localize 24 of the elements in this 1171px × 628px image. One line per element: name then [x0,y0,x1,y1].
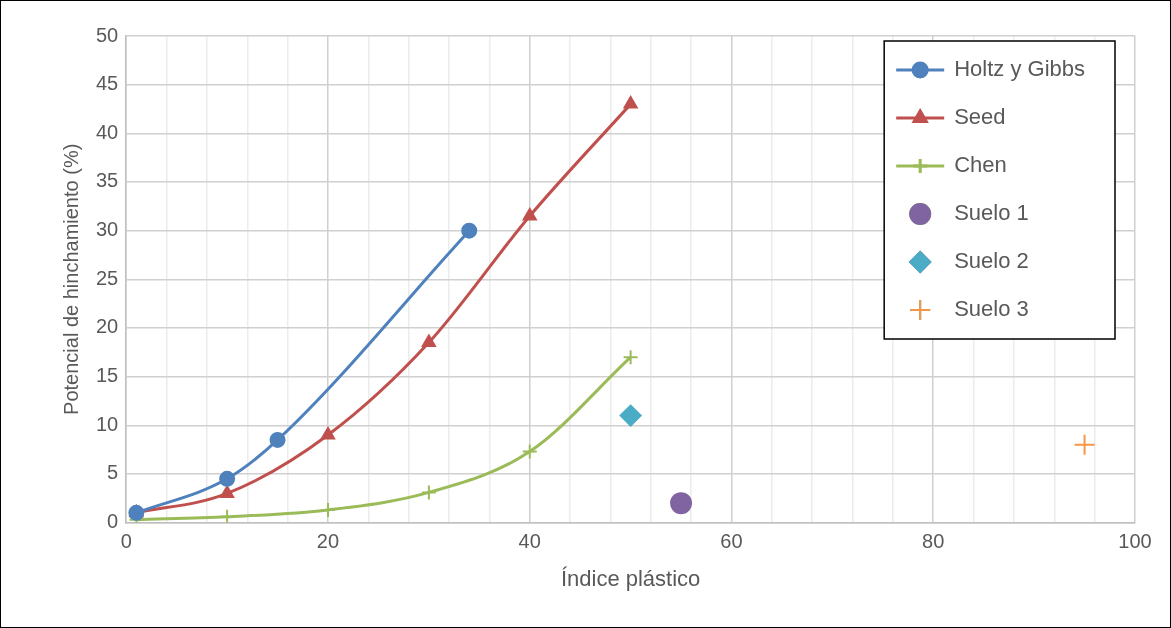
legend-label: Suelo 2 [954,248,1029,274]
y-tick-label: 30 [96,218,119,241]
y-axis-title: Potencial de hinchamiento (%) [59,143,82,415]
x-tick-label: 60 [720,530,743,553]
legend-label: Suelo 1 [954,200,1029,226]
x-tick-label: 20 [316,530,340,553]
y-tick-label: 10 [96,412,119,435]
y-tick-label: 15 [96,364,119,387]
y-tick-label: 20 [96,315,119,338]
legend-label: Suelo 3 [954,296,1029,322]
y-tick-label: 25 [96,266,119,289]
y-tick-label: 50 [96,23,119,46]
legend-label: Chen [954,152,1007,178]
y-tick-label: 0 [107,510,119,533]
y-tick-label: 45 [96,72,119,95]
legend-label: Seed [954,104,1006,130]
y-tick-label: 40 [96,120,119,143]
y-tick-label: 5 [107,461,119,484]
legend-label: Holtz y Gibbs [954,56,1086,82]
y-tick-label: 35 [96,169,119,192]
x-tick-label: 80 [922,530,945,553]
x-tick-label: 100 [1118,530,1152,553]
x-axis-title: Índice plástico [560,565,701,591]
x-tick-label: 40 [518,530,541,553]
